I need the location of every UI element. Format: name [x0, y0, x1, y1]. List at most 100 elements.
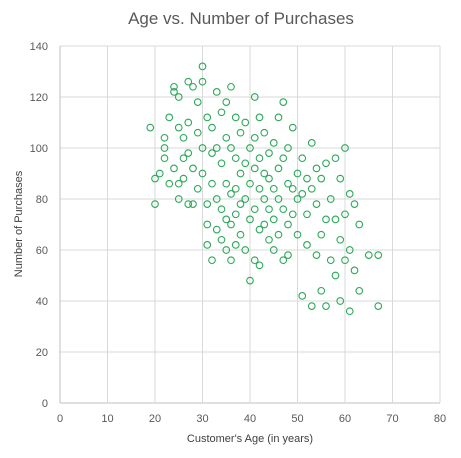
x-tick-label: 70	[386, 413, 398, 425]
data-point	[288, 210, 297, 219]
data-point	[212, 88, 221, 96]
data-point	[312, 251, 321, 259]
data-point	[284, 220, 292, 229]
data-point	[269, 215, 278, 224]
data-point	[265, 205, 273, 214]
data-point	[203, 220, 212, 229]
data-point	[208, 256, 216, 265]
data-point	[203, 200, 212, 208]
x-tick-label: 0	[57, 413, 63, 425]
x-tick-label: 30	[196, 413, 208, 425]
data-point	[341, 256, 349, 265]
data-point	[246, 276, 254, 285]
data-point	[374, 302, 383, 310]
data-point	[260, 128, 269, 137]
data-point	[274, 164, 283, 173]
data-point	[227, 220, 235, 229]
data-point	[217, 159, 226, 168]
data-point	[227, 256, 235, 265]
data-point	[307, 302, 316, 310]
data-point	[222, 179, 231, 188]
data-point	[236, 200, 245, 208]
data-point	[317, 286, 326, 295]
data-point	[274, 195, 283, 203]
data-point	[208, 179, 216, 188]
data-point	[303, 210, 311, 219]
data-point	[227, 144, 235, 152]
data-point	[312, 200, 321, 208]
data-point	[250, 93, 259, 101]
data-point	[298, 154, 307, 163]
data-point	[231, 210, 240, 219]
data-point	[336, 174, 345, 183]
data-point	[345, 190, 354, 198]
data-point	[217, 205, 226, 214]
x-tick-label: 50	[291, 413, 303, 425]
data-point	[241, 246, 250, 254]
data-point	[146, 123, 155, 132]
data-point	[288, 184, 297, 193]
y-tick-label: 100	[30, 143, 48, 155]
data-point	[165, 113, 174, 122]
data-point	[279, 205, 288, 214]
x-axis-label: Customer's Age (in years)	[187, 433, 313, 445]
data-point	[250, 205, 259, 214]
data-point	[179, 154, 188, 163]
data-point	[184, 149, 193, 157]
data-point	[341, 144, 349, 152]
data-point	[317, 174, 326, 183]
data-point	[193, 98, 202, 106]
x-tick-label: 20	[149, 413, 161, 425]
data-point	[179, 133, 188, 142]
data-point	[160, 144, 169, 152]
data-point	[269, 184, 278, 193]
data-point	[208, 149, 216, 157]
data-point	[255, 261, 264, 270]
data-point	[241, 118, 250, 127]
data-point	[265, 149, 273, 157]
data-point	[236, 128, 245, 137]
y-tick-label: 140	[30, 41, 48, 53]
data-point	[274, 113, 283, 122]
data-point	[179, 174, 188, 183]
data-point	[236, 230, 245, 239]
x-tick-label: 10	[101, 413, 113, 425]
data-point	[355, 220, 364, 229]
data-point	[293, 230, 302, 239]
x-tick-label: 60	[339, 413, 351, 425]
data-point	[322, 302, 330, 310]
data-point	[269, 246, 278, 254]
y-tick-label: 20	[36, 347, 48, 359]
data-point	[279, 154, 288, 163]
data-point	[279, 98, 288, 106]
x-tick-label: 80	[434, 413, 446, 425]
data-point	[208, 123, 216, 132]
data-point	[322, 215, 330, 224]
data-point	[236, 169, 245, 178]
data-point	[222, 133, 231, 142]
y-tick-label: 80	[36, 194, 48, 206]
data-point	[284, 144, 292, 152]
data-point	[350, 266, 359, 275]
data-point	[151, 200, 159, 208]
data-point	[212, 225, 221, 234]
data-point	[284, 179, 292, 188]
data-point	[217, 235, 226, 244]
data-point	[160, 154, 169, 163]
gridlines	[59, 45, 441, 404]
axes: 0 20 40 60 80 100 120 140 0 10 20 30 40 50 60 70 80	[30, 41, 446, 425]
data-point	[322, 159, 330, 168]
data-point	[246, 215, 254, 224]
x-tick-label: 40	[244, 413, 256, 425]
data-point	[260, 169, 269, 178]
data-point	[250, 164, 259, 173]
data-point	[193, 128, 202, 137]
y-tick-label: 40	[36, 296, 48, 308]
data-point	[189, 82, 197, 91]
data-point	[174, 93, 183, 101]
data-point	[184, 200, 193, 208]
data-point	[284, 251, 292, 259]
data-point	[198, 144, 207, 152]
data-point	[246, 179, 254, 188]
data-point	[160, 133, 169, 142]
